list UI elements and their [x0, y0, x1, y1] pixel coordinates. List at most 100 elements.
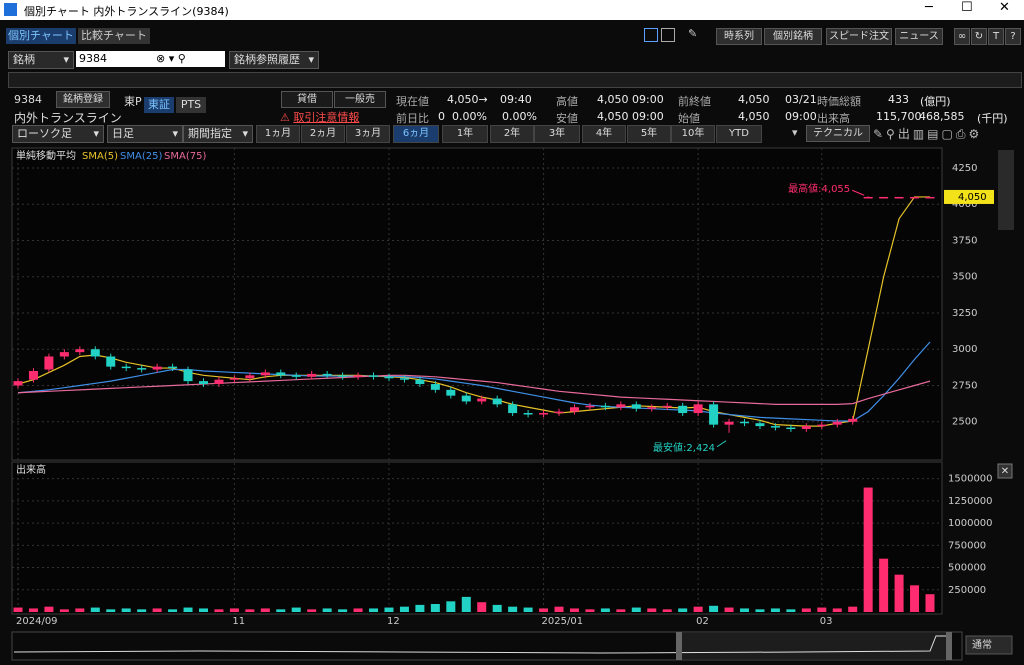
tab[interactable]: 個別チャート	[6, 28, 76, 44]
candle-body	[492, 398, 502, 405]
draw-icon[interactable]: ✎	[688, 27, 698, 40]
candle-body	[508, 404, 518, 414]
price-panel	[11, 147, 943, 461]
volume-bar	[693, 606, 703, 612]
layout-icon[interactable]	[644, 28, 658, 42]
range-button[interactable]: 1年	[442, 125, 488, 143]
navigator-window[interactable]	[682, 633, 946, 659]
candle-body	[446, 389, 456, 396]
clear-icon[interactable]: ⊗ ▾ ⚲	[156, 52, 186, 65]
range-button[interactable]: 6ヵ月	[393, 125, 439, 143]
close-volume[interactable]	[997, 463, 1013, 479]
volume-bar	[554, 606, 564, 612]
navigator-handle[interactable]	[946, 632, 952, 660]
quote-value: 09:00	[632, 93, 664, 106]
volume-bar	[90, 607, 100, 612]
volume-bar	[569, 608, 579, 612]
volume-bar	[168, 609, 178, 612]
quote-value: 4,050	[738, 93, 770, 106]
close-icon[interactable]: ✕	[1001, 466, 1009, 477]
volume-bar	[353, 608, 363, 612]
volume-bar	[492, 604, 502, 612]
register-button[interactable]: 銘柄登録	[56, 91, 110, 108]
quote-value: 4,050	[738, 110, 770, 123]
margin-button[interactable]: 貸借	[281, 91, 333, 108]
range-select[interactable]: 期間指定	[183, 125, 253, 143]
range-button[interactable]: 2年	[490, 125, 534, 143]
exchange-tab[interactable]: PTS	[176, 97, 206, 113]
warning-link[interactable]: ⚠ 取引注意情報	[280, 111, 360, 124]
close-button[interactable]: ✕	[999, 0, 1010, 15]
volume-bar	[229, 608, 239, 612]
y-tick-label: 3500	[952, 272, 977, 283]
history-select[interactable]: 銘柄参照履歴	[229, 51, 319, 69]
range-button[interactable]: YTD	[716, 125, 762, 143]
field-select[interactable]: 銘柄	[8, 51, 74, 69]
last-price-tag	[944, 189, 994, 204]
technical-button[interactable]: テクニカル	[806, 125, 870, 142]
quote-value: 09:00	[785, 110, 817, 123]
toolbar-button[interactable]: スピード注文	[826, 28, 892, 45]
toolbar-button[interactable]: 時系列	[716, 28, 762, 45]
volume-bar	[848, 606, 858, 612]
y-tick-label: 500000	[948, 563, 986, 574]
volume-bar	[198, 608, 208, 612]
candle-body	[477, 398, 487, 402]
candle-body	[260, 372, 270, 376]
volume-bar	[260, 608, 270, 612]
volume-bar	[600, 608, 610, 612]
range-button[interactable]: 2ヵ月	[301, 125, 345, 143]
candle-body	[910, 196, 920, 199]
help-icon[interactable]: ?	[1005, 28, 1021, 45]
layout-icon[interactable]	[661, 28, 675, 42]
maximize-button[interactable]: ☐	[961, 0, 973, 15]
exchange-tab[interactable]: 東証	[144, 97, 174, 113]
volume-panel	[11, 461, 943, 615]
toolbar-button[interactable]: ニュース	[895, 28, 943, 45]
margin-button[interactable]: 一般売	[334, 91, 386, 108]
candle-body	[399, 378, 409, 380]
period-select[interactable]: 日足	[107, 125, 183, 143]
navigator-handle[interactable]	[676, 632, 682, 660]
quote-value: 4,050	[597, 93, 629, 106]
chart-type-select[interactable]: ローソク足	[12, 125, 104, 143]
candle-body	[121, 366, 131, 369]
refresh-icon[interactable]: ↻	[971, 28, 987, 45]
navigator-line	[13, 635, 950, 654]
range-button[interactable]: 3ヵ月	[346, 125, 390, 143]
y-tick-label: 2750	[952, 380, 977, 391]
panel-title: 出来高	[16, 463, 46, 476]
range-button[interactable]: 10年	[671, 125, 715, 143]
legend-entry: SMA(75)	[164, 151, 206, 162]
scroll-bar[interactable]	[8, 72, 1022, 88]
code-input[interactable]: 9384	[76, 51, 225, 67]
more-icon[interactable]: ▾	[792, 126, 798, 139]
link-icon[interactable]: ∞	[954, 28, 970, 45]
candle-body	[369, 375, 379, 377]
navigator[interactable]	[11, 631, 963, 661]
volume-bar	[770, 608, 780, 612]
panel-tools[interactable]	[998, 150, 1014, 230]
mode-select[interactable]	[965, 635, 1013, 655]
range-button[interactable]: 1ヵ月	[256, 125, 300, 143]
range-button[interactable]: 4年	[582, 125, 626, 143]
toolbar-button[interactable]: 個別銘柄	[764, 28, 822, 45]
text-icon[interactable]: T	[988, 28, 1004, 45]
candle-body	[848, 418, 858, 422]
volume-bar	[786, 609, 796, 612]
volume-bar	[13, 607, 23, 612]
volume-bar	[817, 607, 827, 612]
volume-bar	[291, 607, 301, 612]
quote-value: 09:40	[500, 93, 532, 106]
mode-label[interactable]: 通常	[972, 638, 992, 651]
y-tick-label: 4250	[952, 163, 977, 174]
volume-bar	[106, 609, 116, 612]
chart-tools[interactable]: ✎⚲出▥▤▢⎙⚙	[873, 127, 983, 141]
candle-body	[647, 407, 657, 409]
tab[interactable]: 比較チャート	[78, 28, 150, 44]
range-button[interactable]: 5年	[627, 125, 671, 143]
range-button[interactable]: 3年	[534, 125, 580, 143]
minimize-button[interactable]: ─	[925, 0, 933, 15]
candle-body	[430, 384, 440, 390]
warning-text[interactable]: 取引注意情報	[293, 111, 360, 124]
